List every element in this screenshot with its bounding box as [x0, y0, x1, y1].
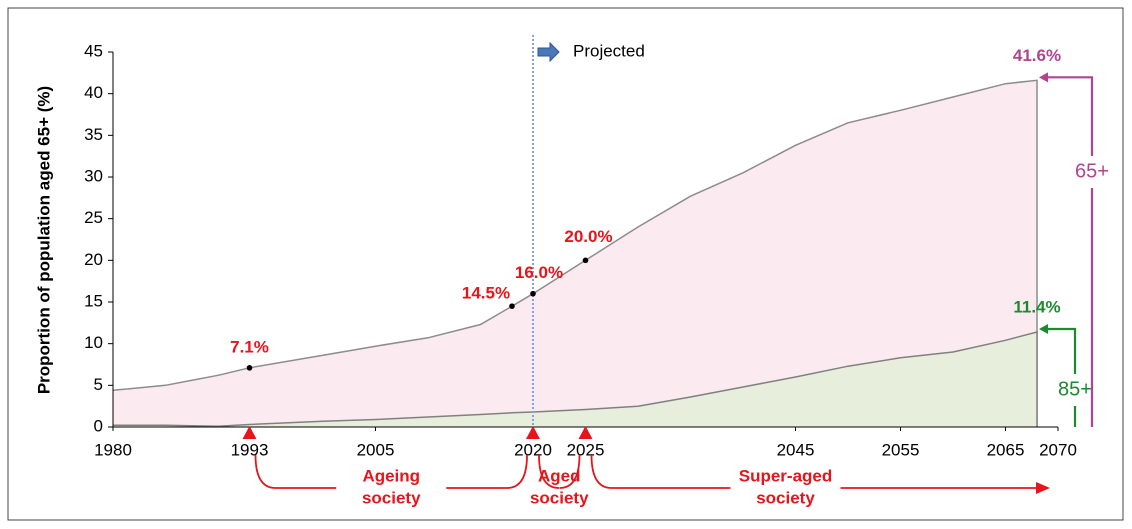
stage-brace: [254, 454, 528, 489]
stage-label: Aged: [538, 466, 581, 485]
stage-brace: [538, 454, 581, 489]
x-tick-label: 2070: [1039, 440, 1077, 459]
y-tick-label: 25: [84, 208, 103, 227]
y-tick-label: 20: [84, 250, 103, 269]
area: [113, 332, 1037, 427]
x-tick-label: 2025: [567, 440, 605, 459]
stage-label: society: [530, 488, 589, 507]
x-tick-label: 2065: [987, 440, 1025, 459]
series-line: [113, 331, 1038, 427]
area: [113, 80, 1037, 428]
x-tick-label: 1993: [231, 440, 269, 459]
stage-label: Super-aged: [739, 466, 833, 485]
x-tick-label: 2005: [357, 440, 395, 459]
data-point: [582, 257, 589, 264]
y-axis-label: Proportion of population aged 65+ (%): [34, 86, 53, 394]
data-point: [509, 303, 515, 309]
y-tick-label: 40: [84, 83, 103, 102]
data-point: [530, 290, 536, 297]
data-label: 41.6%: [1013, 46, 1061, 65]
data-point: [246, 365, 253, 371]
y-tick-label: 15: [84, 291, 103, 310]
x-tick-label: 2045: [777, 440, 815, 459]
bracket-arrow: [1039, 72, 1048, 83]
data-label: 7.1%: [230, 337, 269, 356]
data-label: 14.5%: [462, 284, 510, 303]
data-label: 16.0%: [515, 263, 563, 282]
stage-label: Ageing: [362, 466, 420, 485]
x-tick-label: 1980: [94, 440, 132, 459]
x-tick-label: 2020: [514, 440, 552, 459]
bracket-arrow: [1039, 324, 1048, 334]
y-tick-label: 5: [94, 375, 103, 394]
y-tick-label: 30: [84, 166, 103, 185]
projection-arrow: [537, 41, 560, 63]
stage-brace: [590, 454, 1038, 489]
stage-label: society: [756, 488, 815, 507]
series-name: 85+: [1058, 378, 1092, 400]
series-name: 65+: [1075, 160, 1109, 182]
bracket: [1045, 76, 1094, 427]
projection-label: Projected: [573, 41, 645, 60]
stage-label: society: [362, 488, 421, 507]
x-tick-label: 2055: [882, 440, 920, 459]
stage-marker: [242, 426, 257, 439]
stage-marker: [526, 426, 540, 439]
bracket: [1045, 327, 1077, 427]
data-label: 20.0%: [564, 227, 612, 246]
stage-marker: [578, 426, 593, 439]
y-tick-label: 35: [84, 125, 103, 144]
y-tick-label: 10: [84, 333, 103, 352]
y-tick-label: 45: [84, 41, 103, 60]
stage-arrow: [1036, 482, 1050, 494]
data-label: 11.4%: [1013, 297, 1060, 316]
y-tick-label: 0: [94, 416, 103, 435]
